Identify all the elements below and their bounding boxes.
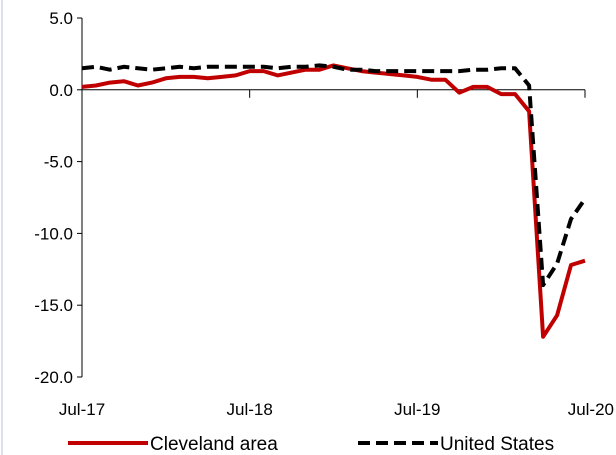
x-tick-label: Jul-20 — [568, 400, 614, 419]
y-tick-label: -10.0 — [34, 224, 73, 243]
y-tick-label: 0.0 — [49, 81, 73, 100]
series-lines — [81, 63, 587, 339]
legend-label-cleveland-area: Cleveland area — [150, 434, 278, 455]
axes: 5.0 0.0 -5.0 -10.0 -15.0 -20.0 Jul-17 Jul-18 Jul… — [34, 9, 614, 419]
x-tick-label: Jul-18 — [227, 400, 273, 419]
x-tick-label: Jul-19 — [394, 400, 440, 419]
series-line-united-states — [81, 63, 587, 288]
y-tick-label: -5.0 — [44, 153, 73, 172]
y-tick-label: 5.0 — [49, 9, 73, 28]
x-tick-label: Jul-17 — [59, 400, 105, 419]
legend-item-united-states: United States — [358, 434, 554, 455]
legend-label-united-states: United States — [440, 434, 554, 455]
legend: Cleveland area United States — [68, 434, 554, 455]
legend-item-cleveland-area: Cleveland area — [68, 434, 278, 455]
y-tick-label: -20.0 — [34, 368, 73, 387]
y-tick-label: -15.0 — [34, 296, 73, 315]
